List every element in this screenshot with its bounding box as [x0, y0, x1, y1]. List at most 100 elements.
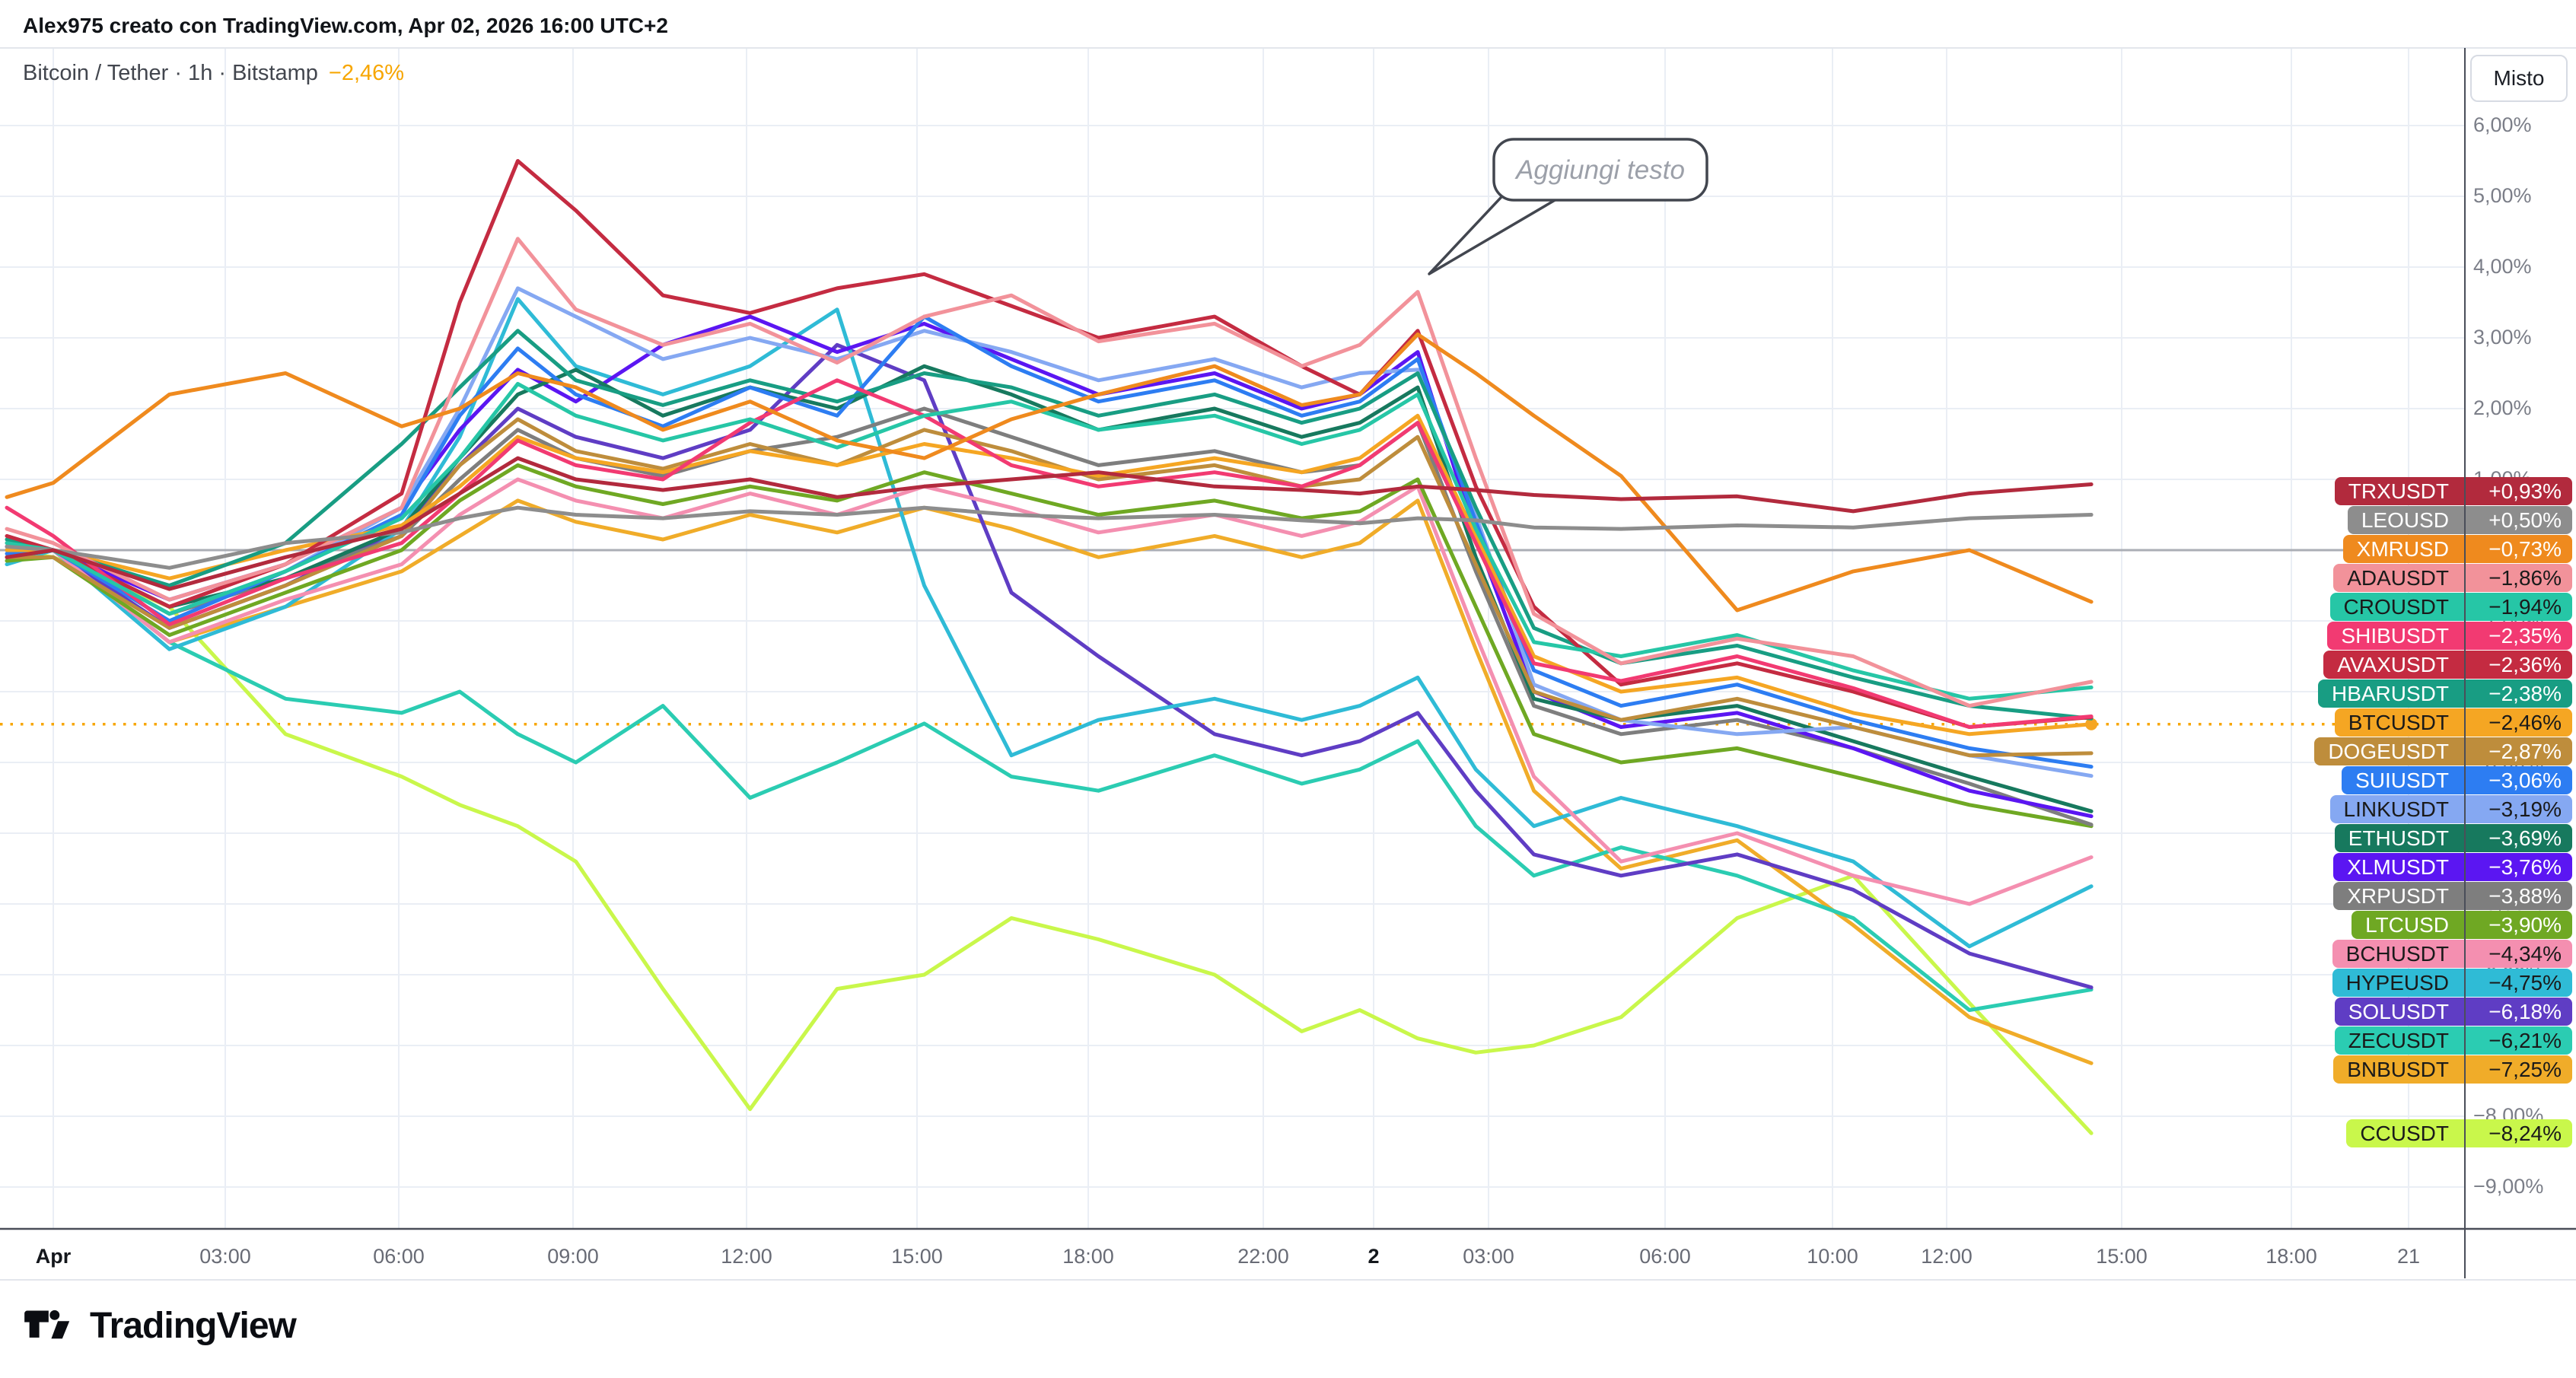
series-line-btcusdt — [5, 413, 2094, 737]
ticker-change: −6,18% — [2488, 999, 2562, 1023]
ticker-change: −2,46% — [2488, 710, 2562, 734]
ticker-change: −2,87% — [2488, 739, 2562, 763]
ticker-symbol: SOLUSDT — [2348, 999, 2449, 1023]
series-line-avaxusdt — [5, 159, 2094, 729]
ticker-symbol: BNBUSDT — [2347, 1057, 2449, 1081]
ticker-change: +0,93% — [2488, 479, 2562, 503]
price-scale-mode-button[interactable]: Misto — [2470, 55, 2568, 102]
ticker-badge-bnbusdt[interactable]: BNBUSDT −7,25% — [2333, 1055, 2572, 1084]
ticker-symbol: LEOUSD — [2361, 508, 2449, 532]
ticker-symbol: LTCUSD — [2365, 912, 2449, 937]
ticker-change: −3,69% — [2488, 826, 2562, 850]
time-tick-label: 15:00 — [2096, 1245, 2148, 1268]
time-tick-label: 18:00 — [2266, 1245, 2317, 1268]
price-axis-border — [2464, 48, 2466, 1278]
callout-annotation[interactable]: Aggiungi testo — [1493, 149, 1708, 192]
ticker-symbol: CCUSDT — [2360, 1121, 2449, 1145]
ticker-badge-ltcusd[interactable]: LTCUSD −3,90% — [2352, 911, 2572, 939]
price-tick-label: 4,00% — [2473, 255, 2532, 278]
ticker-change: −1,94% — [2488, 594, 2562, 619]
price-tick-label: 6,00% — [2473, 113, 2532, 136]
series-line-xmrusd — [5, 332, 2094, 613]
ticker-badge-xlmusdt[interactable]: XLMUSDT −3,76% — [2333, 853, 2572, 881]
ticker-badge-solusdt[interactable]: SOLUSDT −6,18% — [2334, 998, 2572, 1026]
series-line-ccusdt — [5, 548, 2094, 1135]
ticker-badge-dogeusdt[interactable]: DOGEUSDT −2,87% — [2314, 737, 2572, 765]
ticker-change: −4,75% — [2488, 970, 2562, 995]
time-tick-label: 03:00 — [199, 1245, 251, 1268]
ticker-symbol: SUIUSDT — [2355, 768, 2449, 792]
tradingview-brand-text: TradingView — [90, 1305, 297, 1346]
time-tick-label: 09:00 — [547, 1245, 599, 1268]
ticker-badge-ethusdt[interactable]: ETHUSDT −3,69% — [2334, 824, 2572, 852]
time-tick-label: Apr — [35, 1245, 72, 1268]
series-line-dogeusdt — [5, 417, 2094, 758]
ticker-badge-suiusdt[interactable]: SUIUSDT −3,06% — [2342, 766, 2572, 794]
ticker-change: −7,25% — [2488, 1057, 2562, 1081]
time-tick-label: 12:00 — [1921, 1245, 1973, 1268]
ticker-badge-trxusdt[interactable]: TRXUSDT +0,93% — [2334, 477, 2572, 505]
series-line-trxusdt — [5, 456, 2094, 591]
ticker-badge-btcusdt[interactable]: BTCUSDT −2,46% — [2334, 708, 2572, 737]
ticker-change: −2,36% — [2488, 652, 2562, 676]
ticker-symbol: ETHUSDT — [2348, 826, 2449, 850]
ticker-badge-shibusdt[interactable]: SHIBUSDT −2,35% — [2327, 622, 2572, 650]
ticker-symbol: DOGEUSDT — [2328, 739, 2449, 763]
ticker-symbol: XMRUSD — [2356, 536, 2449, 561]
ticker-badge-xmrusd[interactable]: XMRUSD −0,73% — [2342, 535, 2572, 563]
ticker-badge-bchusdt[interactable]: BCHUSDT −4,34% — [2332, 940, 2572, 968]
tradingview-logo-icon — [24, 1310, 70, 1339]
ticker-badge-crousdt[interactable]: CROUSDT −1,94% — [2329, 593, 2572, 621]
ticker-change: −3,90% — [2488, 912, 2562, 937]
ticker-badge-avaxusdt[interactable]: AVAXUSDT −2,36% — [2323, 651, 2572, 679]
ticker-symbol: BCHUSDT — [2345, 941, 2449, 966]
ticker-symbol: TRXUSDT — [2348, 479, 2449, 503]
ticker-change: +0,50% — [2488, 508, 2562, 532]
page-title: Alex975 creato con TradingView.com, Apr … — [23, 14, 668, 37]
ticker-badge-xrpusdt[interactable]: XRPUSDT −3,88% — [2333, 882, 2572, 910]
btc-endpoint-marker — [2085, 718, 2098, 730]
ticker-change: −2,38% — [2488, 681, 2562, 705]
series-line-leousd — [5, 505, 2094, 570]
ticker-change: −8,24% — [2488, 1121, 2562, 1145]
ticker-symbol: HBARUSDT — [2331, 681, 2449, 705]
symbol-change-badge: −2,46% — [328, 61, 405, 85]
ticker-badge-linkusdt[interactable]: LINKUSDT −3,19% — [2329, 795, 2572, 823]
ticker-badge-hbarusdt[interactable]: HBARUSDT −2,38% — [2317, 679, 2572, 708]
ticker-symbol: AVAXUSDT — [2337, 652, 2449, 676]
time-tick-label: 06:00 — [373, 1245, 425, 1268]
ticker-badge-leousd[interactable]: LEOUSD +0,50% — [2347, 506, 2572, 534]
tradingview-brand[interactable]: TradingView — [23, 1303, 297, 1348]
ticker-symbol: ZECUSDT — [2348, 1028, 2449, 1052]
callout-bubble — [1492, 138, 1708, 202]
ticker-change: −2,35% — [2488, 623, 2562, 648]
ticker-badge-ccusdt[interactable]: CCUSDT −8,24% — [2346, 1119, 2572, 1147]
ticker-badge-adausdt[interactable]: ADAUSDT −1,86% — [2333, 564, 2572, 592]
price-tick-label: 5,00% — [2473, 184, 2532, 207]
series-line-shibusdt — [5, 378, 2094, 729]
time-tick-label: 21 — [2396, 1245, 2421, 1268]
time-tick-label: 15:00 — [891, 1245, 943, 1268]
ticker-symbol: SHIBUSDT — [2341, 623, 2449, 648]
series-line-ltcusd — [5, 463, 2094, 829]
ticker-change: −4,34% — [2488, 941, 2562, 966]
ticker-change: −3,76% — [2488, 854, 2562, 879]
time-tick-label: 06:00 — [1639, 1245, 1691, 1268]
ticker-change: −3,06% — [2488, 768, 2562, 792]
ticker-symbol: LINKUSDT — [2343, 797, 2449, 821]
price-tick-label: 3,00% — [2473, 326, 2532, 348]
ticker-symbol: CROUSDT — [2343, 594, 2449, 619]
ticker-badge-zecusdt[interactable]: ZECUSDT −6,21% — [2334, 1026, 2572, 1055]
series-line-bnbusdt — [5, 498, 2094, 1065]
symbol-legend[interactable]: Bitcoin / Tether · 1h · Bitstamp −2,46% — [23, 61, 404, 86]
ticker-change: −0,73% — [2488, 536, 2562, 561]
series-line-crousdt — [5, 381, 2094, 701]
time-tick-label: 22:00 — [1237, 1245, 1289, 1268]
callout-text: Aggiungi testo — [1516, 155, 1685, 185]
ticker-badge-hypeusd[interactable]: HYPEUSD −4,75% — [2332, 969, 2572, 997]
ticker-change: −3,88% — [2488, 883, 2562, 908]
ticker-change: −3,19% — [2488, 797, 2562, 821]
price-tick-label: −9,00% — [2473, 1175, 2544, 1198]
price-scale-mode-label: Misto — [2493, 66, 2545, 90]
